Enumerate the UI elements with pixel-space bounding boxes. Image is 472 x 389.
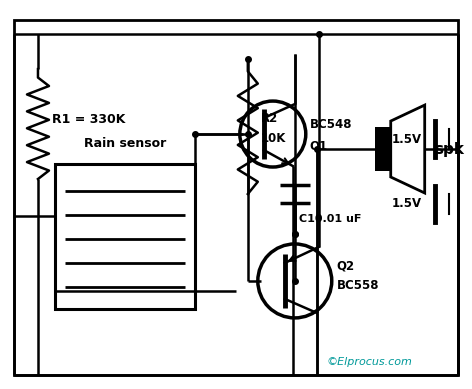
Bar	[55, 164, 195, 309]
Text: 1.5V: 1.5V	[392, 198, 422, 210]
Text: Rain sensor: Rain sensor	[84, 137, 166, 150]
Text: R2: R2	[261, 112, 278, 125]
Text: Q1: Q1	[310, 140, 328, 152]
Text: R1 = 330K: R1 = 330K	[52, 112, 126, 126]
Bar	[375, 127, 391, 171]
Text: ©Elprocus.com: ©Elprocus.com	[327, 357, 413, 367]
Text: Q2: Q2	[337, 259, 355, 272]
Text: 1.5V: 1.5V	[392, 133, 422, 145]
Text: BC548: BC548	[310, 117, 352, 131]
Text: 10K: 10K	[261, 132, 286, 145]
Text: C10.01 uF: C10.01 uF	[299, 214, 361, 224]
Text: spk: spk	[435, 142, 465, 156]
Text: BC558: BC558	[337, 279, 379, 293]
